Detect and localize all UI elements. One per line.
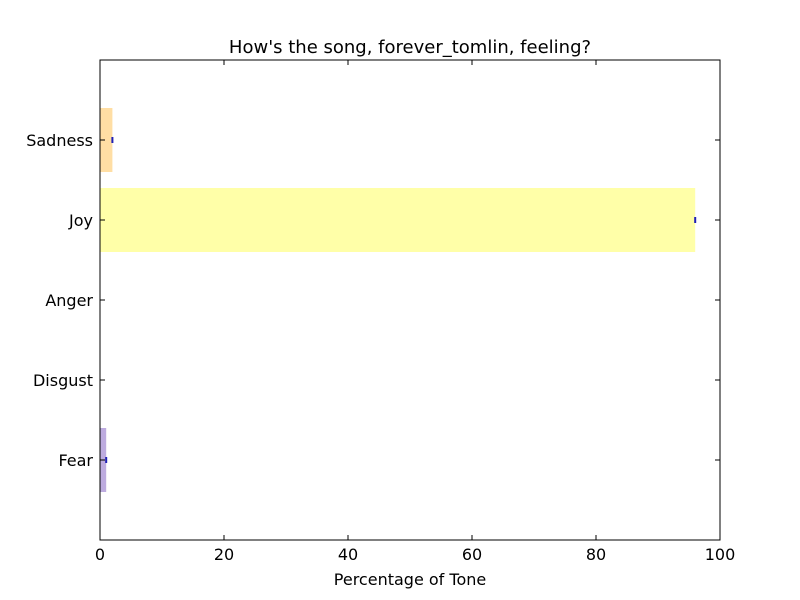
x-tick-label-0: 0 — [95, 545, 105, 564]
x-tick-label-40: 40 — [338, 545, 358, 564]
plot-frame — [99, 59, 721, 541]
bar-joy — [100, 188, 696, 252]
x-tick-label-80: 80 — [586, 545, 606, 564]
y-tick-label-fear: Fear — [58, 451, 93, 470]
y-tick-label-sadness: Sadness — [26, 131, 93, 150]
bar-sadness — [100, 108, 113, 172]
y-tick-label-disgust: Disgust — [33, 371, 93, 390]
x-axis-label: Percentage of Tone — [334, 570, 486, 589]
chart-title: How's the song, forever_tomlin, feeling? — [229, 37, 591, 58]
ticks-layer: Fear Disgust Anger Joy Sadness 0 20 40 60 80 100 — [26, 60, 735, 564]
x-tick-label-60: 60 — [462, 545, 482, 564]
x-tick-label-20: 20 — [214, 545, 234, 564]
bars-layer — [100, 108, 697, 492]
x-tick-label-100: 100 — [705, 545, 736, 564]
y-tick-label-anger: Anger — [45, 291, 93, 310]
y-tick-label-joy: Joy — [68, 211, 93, 230]
